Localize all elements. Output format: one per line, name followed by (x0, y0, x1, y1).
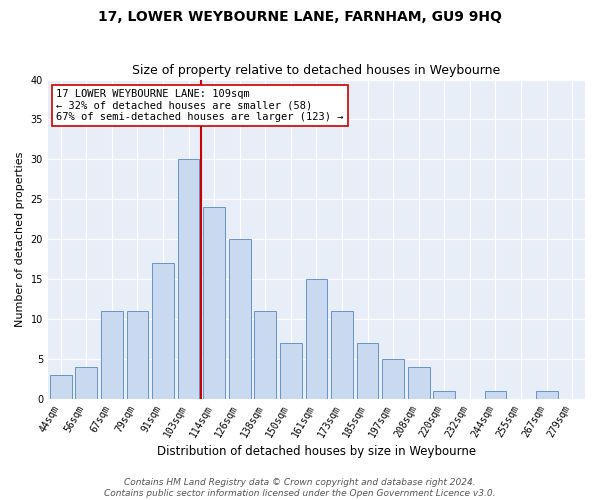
Bar (408, 366, 430, 398)
X-axis label: Distribution of detached houses by size in Weybourne: Distribution of detached houses by size … (157, 444, 476, 458)
Bar (203, 207, 225, 398)
Bar (76, 366, 97, 398)
Bar (485, 390, 506, 398)
Bar (127, 311, 148, 398)
Bar (280, 342, 302, 398)
Y-axis label: Number of detached properties: Number of detached properties (15, 152, 25, 326)
Bar (433, 390, 455, 398)
Bar (254, 311, 276, 398)
Bar (331, 311, 353, 398)
Bar (536, 390, 557, 398)
Bar (101, 311, 123, 398)
Bar (305, 279, 328, 398)
Title: Size of property relative to detached houses in Weybourne: Size of property relative to detached ho… (133, 64, 500, 77)
Bar (178, 160, 199, 398)
Bar (382, 358, 404, 399)
Bar (229, 239, 251, 398)
Text: Contains HM Land Registry data © Crown copyright and database right 2024.
Contai: Contains HM Land Registry data © Crown c… (104, 478, 496, 498)
Bar (152, 263, 174, 398)
Bar (357, 342, 379, 398)
Text: 17 LOWER WEYBOURNE LANE: 109sqm
← 32% of detached houses are smaller (58)
67% of: 17 LOWER WEYBOURNE LANE: 109sqm ← 32% of… (56, 89, 343, 122)
Text: 17, LOWER WEYBOURNE LANE, FARNHAM, GU9 9HQ: 17, LOWER WEYBOURNE LANE, FARNHAM, GU9 9… (98, 10, 502, 24)
Bar (50, 374, 71, 398)
